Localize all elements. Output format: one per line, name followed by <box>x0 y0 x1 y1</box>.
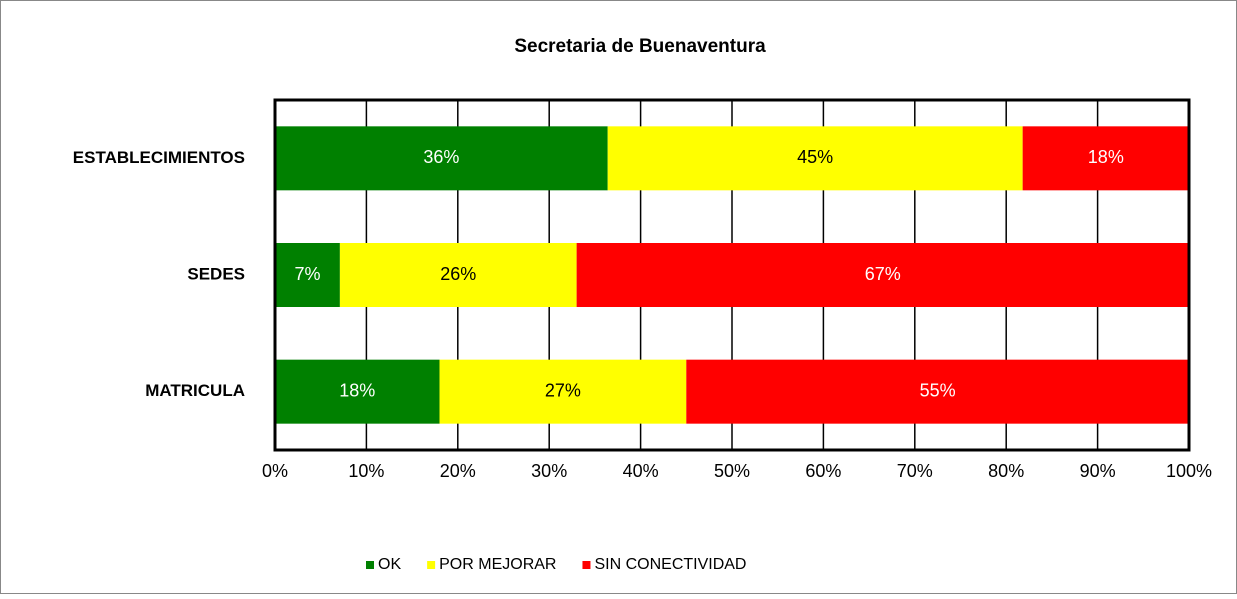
bar-segment <box>339 243 577 307</box>
bar-segment <box>576 243 1189 307</box>
data-label: 18% <box>339 380 375 400</box>
x-tick-label: 40% <box>623 461 659 481</box>
x-tick-label: 100% <box>1166 461 1212 481</box>
legend-label: POR MEJORAR <box>439 556 556 573</box>
x-tick-label: 0% <box>262 461 288 481</box>
x-tick-label: 60% <box>805 461 841 481</box>
bar-segment <box>607 126 1023 191</box>
legend-swatch <box>427 561 436 569</box>
bar-segment <box>686 359 1189 424</box>
x-tick-label: 10% <box>348 461 384 481</box>
data-label: 26% <box>440 264 476 284</box>
bar-segment <box>275 126 608 191</box>
legend-swatch <box>582 561 591 569</box>
y-tick-label: MATRICULA <box>145 381 245 400</box>
data-label: 18% <box>1088 147 1124 167</box>
legend-swatch <box>366 561 374 569</box>
bar-segment <box>275 359 440 424</box>
y-tick-label: ESTABLECIMIENTOS <box>73 148 245 167</box>
x-tick-label: 20% <box>440 461 476 481</box>
chart-title: Secretaria de Buenaventura <box>514 36 766 57</box>
data-label: 55% <box>920 380 956 400</box>
y-tick-label: SEDES <box>187 264 245 283</box>
x-tick-label: 90% <box>1080 461 1116 481</box>
bar-segment <box>439 359 687 424</box>
data-label: 27% <box>545 380 581 400</box>
data-label: 45% <box>797 147 833 167</box>
x-tick-label: 80% <box>988 461 1024 481</box>
legend-label: OK <box>378 556 401 573</box>
x-tick-label: 70% <box>897 461 933 481</box>
data-label: 7% <box>294 264 320 284</box>
plot-border <box>273 98 1191 452</box>
legend-label: SIN CONECTIVIDAD <box>594 556 746 573</box>
data-label: 36% <box>423 147 459 167</box>
x-tick-label: 50% <box>714 461 750 481</box>
x-tick-label: 30% <box>531 461 567 481</box>
bar-segment <box>275 243 340 307</box>
data-label: 67% <box>865 264 901 284</box>
bar-segment <box>1022 126 1189 191</box>
